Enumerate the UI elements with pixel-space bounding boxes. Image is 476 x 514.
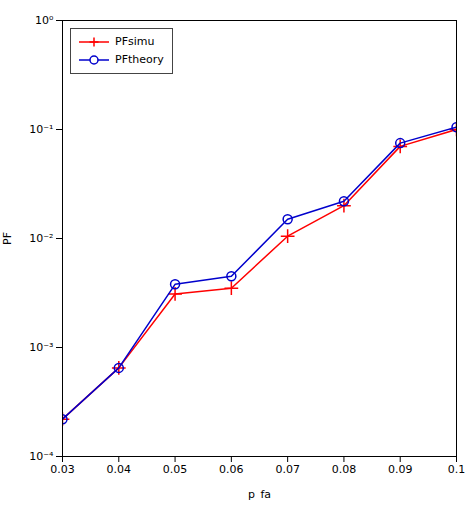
svg-text:0.05: 0.05	[163, 463, 188, 476]
svg-text:10⁻¹: 10⁻¹	[29, 123, 53, 136]
svg-text:0.08: 0.08	[332, 463, 357, 476]
svg-text:PF: PF	[1, 232, 14, 245]
html-text:PFsimu: PFsimu	[115, 35, 155, 48]
svg-text:0.09: 0.09	[388, 463, 413, 476]
svg-text:10⁻²: 10⁻²	[29, 232, 53, 245]
svg-text:10⁰: 10⁰	[35, 14, 54, 27]
svg-text:0.07: 0.07	[275, 463, 300, 476]
html-text:PFtheory: PFtheory	[115, 53, 164, 66]
svg-text:0.06: 0.06	[219, 463, 244, 476]
svg-text:0.1: 0.1	[448, 463, 466, 476]
svg-text:10⁻⁴: 10⁻⁴	[29, 450, 54, 463]
svg-text:0.04: 0.04	[107, 463, 131, 476]
svg-text:0.03: 0.03	[50, 463, 75, 476]
svg-text:p_fa: p_fa	[248, 488, 271, 501]
svg-text:10⁻³: 10⁻³	[29, 341, 53, 354]
